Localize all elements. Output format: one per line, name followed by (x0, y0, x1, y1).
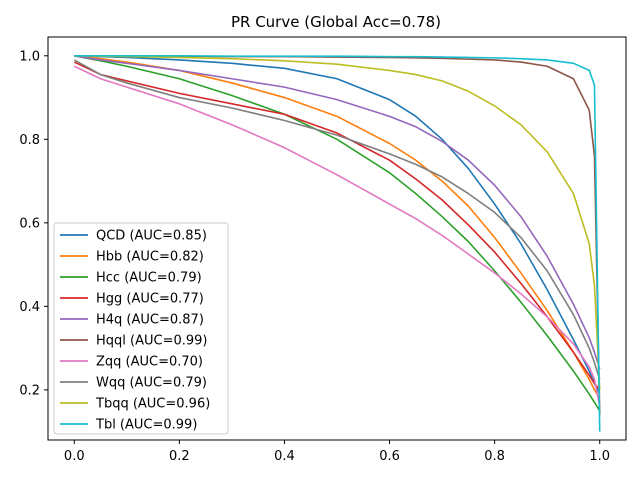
series-layer (73, 54, 601, 432)
legend-label: H4q (AUC=0.87) (96, 313, 204, 328)
legend-label: Tbl (AUC=0.99) (95, 418, 197, 433)
y-tick-label: 0.4 (19, 300, 40, 315)
x-tick-label: 0.6 (379, 449, 400, 464)
series-line-8 (74, 54, 601, 390)
y-tick-label: 0.8 (19, 133, 40, 148)
x-tick-label: 0.0 (64, 449, 85, 464)
ticks-layer: 0.0 0.2 0.4 0.6 0.8 1.0 0.2 0.4 0.6 0.8 1.0 (19, 49, 610, 464)
axes-frame (47, 36, 627, 441)
legend-label: Wqq (AUC=0.79) (96, 376, 207, 391)
series-line-7 (73, 59, 601, 380)
x-tick-label: 0.8 (484, 449, 505, 464)
series-line-0 (74, 54, 601, 395)
y-tick-label: 1.0 (19, 49, 40, 64)
series-line-2 (74, 55, 601, 412)
y-tick-label: 0.2 (19, 383, 40, 398)
x-tick-label: 0.2 (169, 449, 190, 464)
y-tick-label: 0.6 (19, 216, 40, 231)
legend-label: Hbb (AUC=0.82) (96, 250, 204, 265)
series-line-9 (74, 54, 601, 432)
chart-title: PR Curve (Global Acc=0.78) (231, 13, 441, 31)
x-tick-label: 0.4 (274, 449, 295, 464)
series-line-3 (73, 61, 601, 391)
x-tick-label: 1.0 (589, 449, 610, 464)
legend-label: Hqql (AUC=0.99) (96, 334, 208, 349)
legend: QCD (AUC=0.85) Hbb (AUC=0.82) Hcc (AUC=0.7… (53, 222, 229, 435)
legend-label: Tbqq (AUC=0.96) (95, 397, 210, 412)
legend-label: QCD (AUC=0.85) (96, 229, 207, 244)
legend-label: Hgg (AUC=0.77) (96, 292, 204, 307)
series-line-4 (74, 54, 601, 370)
legend-box (53, 222, 229, 435)
legend-label: Zqq (AUC=0.70) (96, 355, 203, 370)
legend-label: Hcc (AUC=0.79) (96, 271, 202, 286)
series-line-6 (73, 65, 601, 407)
